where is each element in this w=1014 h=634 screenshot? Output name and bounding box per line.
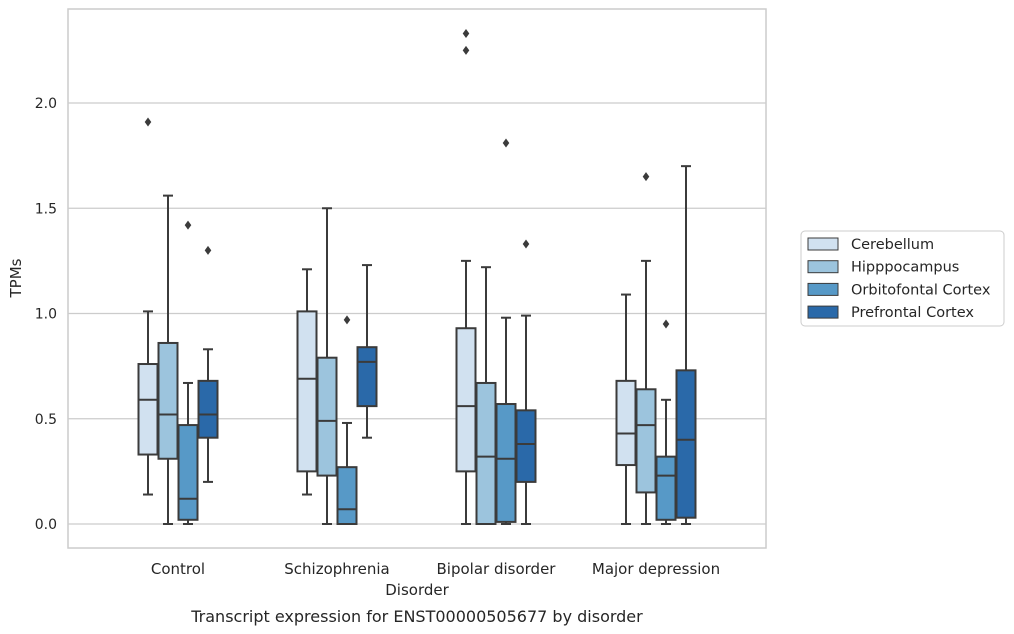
y-tick-label: 0.5 xyxy=(35,412,57,428)
box-prefrontal-cortex xyxy=(675,165,697,525)
iqr-box xyxy=(177,424,199,521)
iqr-box xyxy=(675,369,697,519)
outlier-point xyxy=(462,29,470,39)
chart-caption: Transcript expression for ENST0000050567… xyxy=(190,607,643,626)
iqr-box xyxy=(296,310,318,473)
x-tick-labels: Control Schizophrenia Bipolar disorder Majo… xyxy=(151,560,720,578)
box-prefrontal-cortex xyxy=(515,239,537,525)
iqr-box xyxy=(455,327,477,473)
box-prefrontal-cortex xyxy=(197,245,219,483)
box-cerebellum xyxy=(137,117,159,496)
outlier-point xyxy=(144,117,152,127)
y-tick-label: 1.0 xyxy=(35,307,57,323)
box-orbitofontal-cortex xyxy=(495,138,517,525)
outlier-point xyxy=(343,315,351,325)
y-tick-label: 2.0 xyxy=(35,96,57,112)
outlier-point xyxy=(184,220,192,230)
outlier-point xyxy=(204,245,212,255)
x-axis-label: Disorder xyxy=(385,581,449,599)
iqr-box xyxy=(336,466,358,526)
legend-frame xyxy=(800,230,1005,327)
iqr-box xyxy=(635,388,657,494)
box-orbitofontal-cortex xyxy=(336,315,358,526)
legend-swatch xyxy=(807,282,839,296)
y-tick-labels: 0.0 0.5 1.0 1.5 2.0 xyxy=(35,96,57,533)
legend-swatch xyxy=(807,305,839,319)
box-groups xyxy=(137,29,697,526)
legend-label: Orbitofontal Cortex xyxy=(851,282,991,298)
box-orbitofontal-cortex xyxy=(177,220,199,525)
box-hipppocampus xyxy=(157,194,179,525)
outlier-point xyxy=(502,138,510,148)
outlier-point xyxy=(642,172,650,182)
iqr-box xyxy=(316,356,338,477)
iqr-box xyxy=(197,379,219,439)
plot-frame xyxy=(67,8,767,549)
legend-label: Prefrontal Cortex xyxy=(851,305,974,321)
outlier-point xyxy=(662,319,670,329)
box-prefrontal-cortex xyxy=(356,264,378,439)
box-cerebellum xyxy=(296,268,318,496)
iqr-box xyxy=(655,455,677,521)
iqr-box xyxy=(157,341,179,460)
x-tick-label: Schizophrenia xyxy=(284,560,389,578)
legend: Cerebellum Hipppocampus Orbitofontal Corte… xyxy=(800,230,1005,327)
box-cerebellum xyxy=(615,293,637,525)
legend-label: Cerebellum xyxy=(851,237,934,253)
outlier-point xyxy=(462,45,470,55)
legend-swatch xyxy=(807,260,839,274)
iqr-box xyxy=(615,379,637,467)
legend-swatch xyxy=(807,237,839,251)
iqr-box xyxy=(515,409,537,483)
iqr-box xyxy=(137,363,159,456)
y-tick-label: 0.0 xyxy=(35,517,57,533)
box-orbitofontal-cortex xyxy=(655,319,677,525)
y-tick-label: 1.5 xyxy=(35,201,57,217)
iqr-box xyxy=(356,346,378,408)
x-tick-label: Bipolar disorder xyxy=(437,560,557,578)
x-tick-label: Major depression xyxy=(592,560,720,578)
iqr-box xyxy=(475,381,497,525)
x-tick-label: Control xyxy=(151,560,205,578)
iqr-box xyxy=(495,403,517,523)
box-hipppocampus xyxy=(475,266,497,525)
y-axis-label: TPMs xyxy=(7,258,25,298)
legend-label: Hipppocampus xyxy=(851,260,959,276)
box-hipppocampus xyxy=(316,207,338,525)
box-hipppocampus xyxy=(635,172,657,525)
outlier-point xyxy=(522,239,530,249)
